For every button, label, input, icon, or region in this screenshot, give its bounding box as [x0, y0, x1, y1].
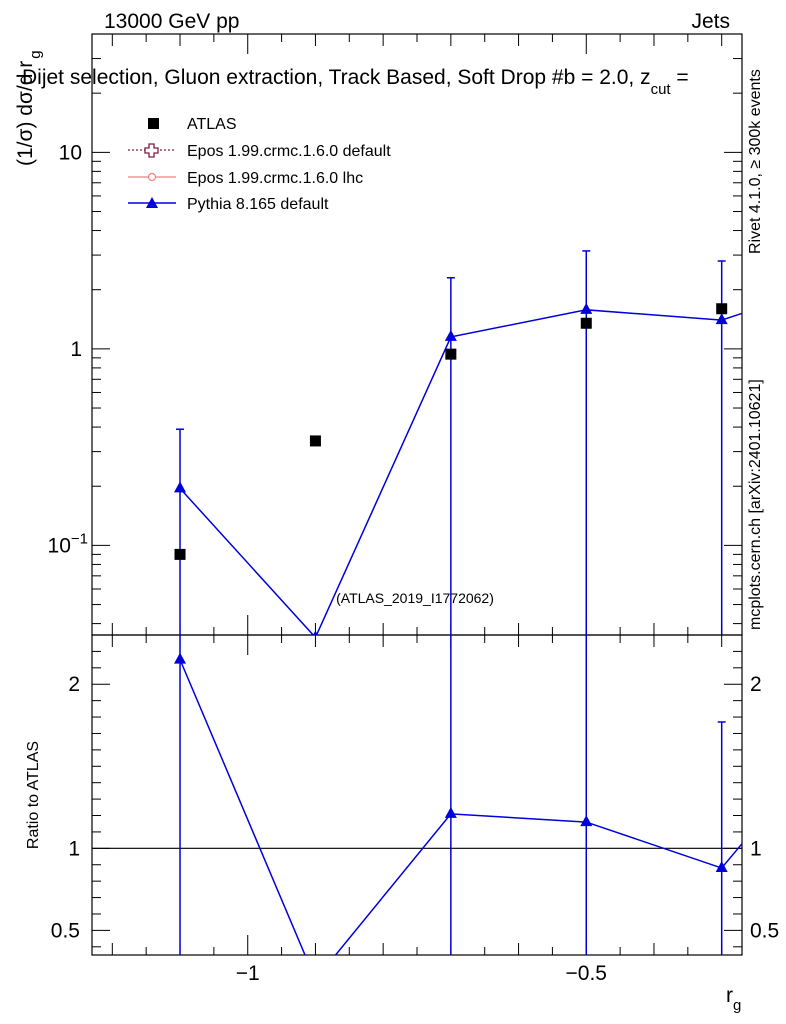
pythia-ratio-point	[580, 815, 593, 827]
legend: ATLAS Epos 1.99.crmc.1.6.0 default Epos …	[128, 116, 391, 213]
y-axis-label: (1/σ) dσ/d r g	[14, 50, 44, 166]
legend-marker-atlas	[148, 118, 159, 129]
pythia-ratio-point	[309, 973, 321, 984]
legend-marker-pythia	[146, 197, 158, 208]
analysis-watermark: (ATLAS_2019_I1772062)	[336, 590, 494, 606]
atlas-data-point	[445, 348, 457, 360]
ratio-tick-label: 0.5	[51, 919, 80, 942]
ratio-axis-ticks: 0.5 0.5 1 1 2 2	[51, 650, 779, 948]
ratio-axis-label: Ratio to ATLAS	[25, 741, 42, 849]
plot-title-main: Dijet selection, Gluon extraction, Track…	[22, 66, 651, 89]
legend-entry-pythia: Pythia 8.165 default	[128, 196, 329, 213]
ratio-tick-label-right: 1	[750, 837, 762, 860]
plot-title: Dijet selection, Gluon extraction, Track…	[22, 66, 689, 98]
plot-title-end: =	[671, 66, 689, 89]
pythia-ratio-line	[179, 659, 742, 955]
pythia-main-point	[580, 302, 593, 314]
x-axis-label-sub: g	[733, 997, 741, 1014]
energy-label: 13000 GeV pp	[104, 10, 239, 33]
legend-label-atlas: ATLAS	[187, 116, 237, 133]
y-axis-label-sub: g	[27, 50, 44, 58]
atlas-data-point	[716, 303, 728, 315]
atlas-data-point	[174, 548, 186, 560]
ratio-tick-label-right: 0.5	[750, 919, 779, 942]
main-series	[174, 250, 742, 635]
legend-label-pythia: Pythia 8.165 default	[187, 196, 329, 213]
pythia-main-point	[174, 481, 187, 493]
pythia-main-line	[179, 309, 742, 635]
x-axis-label-main: r	[726, 984, 733, 1007]
atlas-data-point	[309, 435, 321, 447]
legend-marker-epos-lhc	[147, 172, 157, 182]
legend-label-epos-lhc: Epos 1.99.crmc.1.6.0 lhc	[187, 170, 363, 187]
pythia-ratio-point	[174, 652, 187, 664]
legend-entry-epos-lhc: Epos 1.99.crmc.1.6.0 lhc	[128, 170, 363, 187]
legend-entry-epos-default: Epos 1.99.crmc.1.6.0 default	[128, 143, 391, 160]
y-tick-label-base: 10	[48, 534, 71, 557]
pythia-ratio-point	[715, 861, 728, 873]
ratio-tick-label: 1	[68, 837, 80, 860]
site-label: mcplots.cern.ch [arXiv:2401.10621]	[747, 379, 764, 630]
y-tick-label-exp: −1	[71, 530, 88, 547]
x-axis-label: rg	[726, 984, 741, 1014]
ratio-series	[174, 635, 742, 984]
plot-title-sub: cut	[651, 81, 672, 98]
ratio-tick-label-right: 2	[750, 673, 762, 696]
rivet-version-label: Rivet 4.1.0, ≥ 300k events	[747, 69, 764, 254]
ratio-tick-label: 2	[68, 673, 80, 696]
pythia-main-point	[312, 630, 318, 635]
y-tick-label-base: 1	[70, 338, 82, 361]
legend-label-epos-default: Epos 1.99.crmc.1.6.0 default	[187, 143, 391, 160]
legend-marker-epos-default	[144, 143, 159, 158]
pythia-main-point	[444, 329, 457, 341]
legend-entry-atlas: ATLAS	[148, 116, 237, 133]
x-tick-label: −1	[236, 962, 260, 985]
main-data-points	[174, 303, 728, 560]
y-axis-label-main: (1/σ) dσ/d r	[14, 61, 37, 166]
y-tick-label: 1	[70, 338, 82, 361]
atlas-data-point	[580, 317, 592, 329]
pythia-ratio-point	[444, 806, 457, 818]
category-label: Jets	[691, 10, 730, 33]
x-tick-label: −0.5	[566, 962, 607, 985]
y-tick-label: 10	[59, 141, 82, 164]
y-tick-label-base: 10	[59, 141, 82, 164]
x-axis-ticks: −1 −0.5	[111, 34, 723, 985]
y-tick-label: 10−1	[48, 530, 88, 557]
pythia-main-point	[715, 313, 728, 325]
